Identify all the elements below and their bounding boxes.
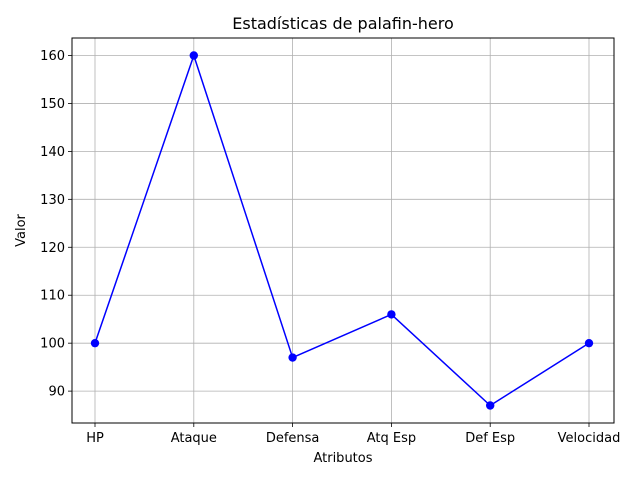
y-tick-label: 100: [40, 337, 65, 352]
data-point: [90, 338, 100, 348]
y-tick-label: 90: [48, 385, 65, 400]
data-point: [387, 310, 396, 319]
series-line: [94, 54, 590, 407]
data-point: [584, 338, 594, 348]
axis-ticks: HP Ataque Defensa Atq Esp Def Esp Velocidad 90…: [40, 49, 620, 446]
y-tick-label: 160: [40, 49, 65, 64]
x-tick-label: Velocidad: [558, 431, 621, 446]
x-tick-label: Def Esp: [465, 431, 515, 446]
series-layer: [90, 51, 594, 410]
data-point: [288, 353, 297, 362]
y-tick-label: 150: [40, 97, 65, 112]
y-tick-label: 110: [40, 289, 65, 304]
data-point: [486, 401, 495, 410]
y-tick-label: 120: [40, 241, 65, 256]
x-tick-label: Defensa: [266, 431, 320, 446]
data-point: [189, 51, 198, 60]
y-tick-label: 140: [40, 145, 65, 160]
plot-area-frame: [71, 37, 615, 424]
x-tick-label: Ataque: [171, 431, 217, 446]
y-tick-label: 130: [40, 193, 65, 208]
x-tick-label: HP: [86, 431, 104, 446]
grid: [72, 38, 614, 423]
chart-title: Estadísticas de palafin-hero: [232, 14, 454, 33]
x-axis-label: Atributos: [313, 451, 372, 466]
x-tick-label: Atq Esp: [367, 431, 416, 446]
y-axis-label: Valor: [14, 213, 29, 246]
